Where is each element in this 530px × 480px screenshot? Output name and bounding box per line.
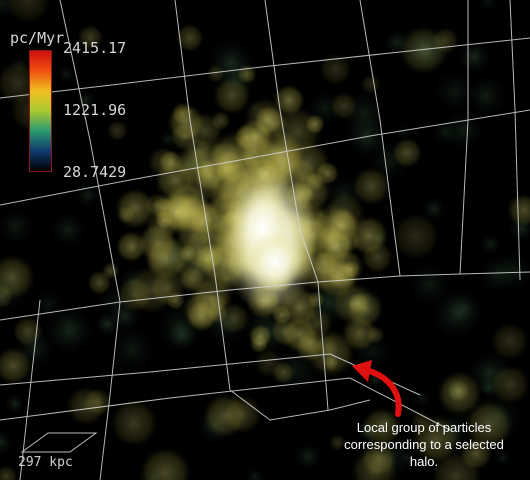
colorbar-mid-label: 1221.96 (63, 101, 127, 119)
colorbar-min-label: 28.7429 (63, 163, 127, 181)
annotation-arrow (352, 360, 402, 417)
colorbar (29, 50, 52, 172)
scale-bar-label: 297 kpc (18, 455, 73, 470)
colorbar-max-label: 2415.17 (63, 39, 127, 57)
colorbar-unit-label: pc/Myr (10, 29, 65, 47)
annotation-text: Local group of particles corresponding t… (344, 420, 504, 469)
scale-bar-icon (20, 432, 98, 453)
halo-core (222, 165, 318, 315)
